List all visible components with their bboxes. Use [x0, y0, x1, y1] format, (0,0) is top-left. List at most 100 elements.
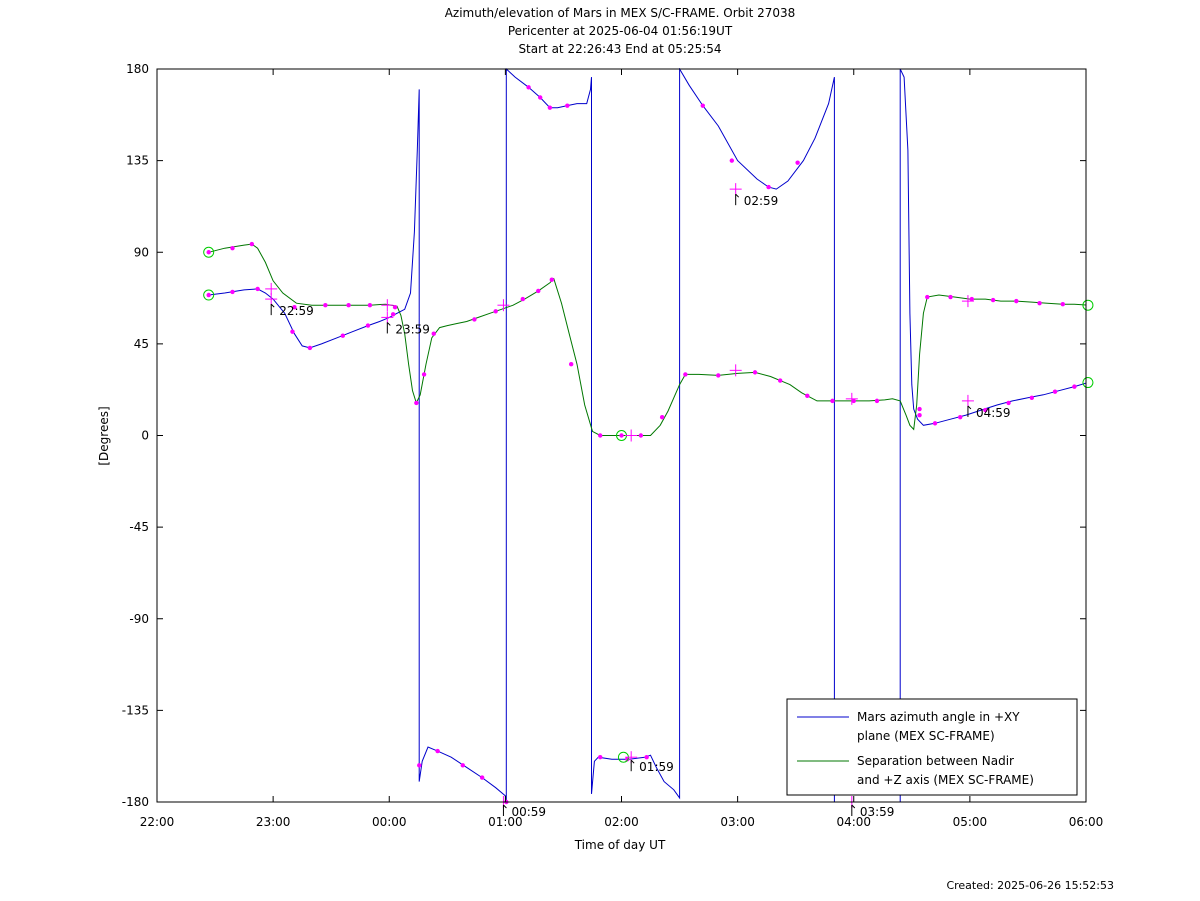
- data-point: [957, 414, 963, 420]
- time-annotation-label: 04:59: [976, 406, 1011, 420]
- time-annotation-label: 03:59: [860, 805, 895, 819]
- data-point: [323, 302, 328, 308]
- x-tick-label: 02:00: [604, 815, 639, 829]
- data-point: [619, 433, 624, 438]
- y-tick-label: 135: [126, 154, 149, 168]
- data-point: [638, 433, 644, 438]
- x-tick-label: 01:00: [488, 815, 523, 829]
- data-point: [598, 433, 603, 438]
- data-point: [805, 393, 810, 398]
- data-point: [1052, 389, 1058, 394]
- time-annotation: 23:59: [386, 322, 430, 336]
- chart-title: Azimuth/elevation of Mars in MEX S/C-FRA…: [445, 6, 796, 56]
- data-point: [249, 241, 255, 247]
- endpoint-circle: [1082, 299, 1094, 311]
- title-line-2: Pericenter at 2025-06-04 01:56:19UT: [508, 24, 733, 38]
- data-point: [292, 305, 297, 310]
- data-point: [435, 748, 440, 754]
- data-point: [716, 373, 721, 378]
- time-annotation: 22:59: [270, 303, 314, 318]
- data-point: [230, 289, 235, 295]
- time-annotation-label: 02:59: [744, 194, 779, 208]
- x-tick-label: 03:00: [720, 815, 755, 829]
- y-axis-label: [Degrees]: [97, 406, 111, 465]
- title-line-3: Start at 22:26:43 End at 05:25:54: [518, 42, 721, 56]
- x-axis-label: Time of day UT: [574, 838, 666, 852]
- data-point: [830, 398, 835, 404]
- data-point: [493, 309, 498, 314]
- time-annotation: 00:59: [502, 804, 546, 819]
- data-point: [290, 329, 295, 334]
- endpoint-circle: [203, 289, 215, 301]
- data-point: [307, 345, 313, 351]
- data-point: [766, 184, 771, 190]
- data-point: [874, 398, 880, 404]
- data-point: [230, 245, 235, 251]
- data-point: [538, 95, 543, 100]
- data-point: [752, 370, 758, 375]
- data-point: [969, 296, 975, 302]
- data-point: [255, 286, 260, 292]
- endpoint-circle: [1082, 377, 1094, 389]
- data-point: [431, 331, 436, 336]
- hour-cross: [961, 295, 974, 308]
- data-point: [392, 305, 398, 310]
- data-point: [549, 277, 555, 282]
- data-point: [598, 755, 603, 760]
- data-point: [460, 763, 465, 768]
- legend-box: [786, 698, 1078, 796]
- data-point: [917, 406, 922, 412]
- legend-label: Separation between Nadir: [857, 754, 1014, 768]
- hour-cross: [265, 282, 278, 295]
- data-point: [536, 288, 541, 294]
- data-point: [346, 302, 351, 308]
- data-point: [917, 412, 922, 418]
- data-point: [925, 294, 930, 300]
- data-point: [932, 421, 938, 426]
- legend: Mars azimuth angle in +XY plane (MEX SC-F…: [786, 698, 1078, 796]
- time-annotation-label: 22:59: [279, 304, 314, 318]
- hour-cross: [381, 299, 394, 312]
- data-point: [479, 775, 485, 780]
- data-point: [1037, 300, 1042, 306]
- data-point: [526, 85, 531, 90]
- hour-cross: [729, 183, 742, 196]
- hour-cross: [961, 394, 974, 407]
- data-point: [683, 372, 688, 377]
- data-point: [851, 398, 856, 404]
- x-tick-label: 05:00: [953, 815, 988, 829]
- time-annotation: 01:59: [630, 759, 674, 774]
- data-point: [795, 160, 800, 165]
- data-point: [1029, 395, 1035, 401]
- data-point: [367, 302, 373, 308]
- data-point: [414, 400, 419, 406]
- data-point: [417, 763, 422, 768]
- x-tick-label: 22:00: [140, 815, 175, 829]
- series-line-2: [208, 243, 1086, 436]
- series-layer: [208, 68, 1086, 803]
- time-annotation: 04:59: [967, 405, 1011, 420]
- data-point: [729, 158, 735, 163]
- data-point: [983, 407, 988, 413]
- y-tick-label: 90: [134, 245, 149, 259]
- legend-label: plane (MEX SC-FRAME): [857, 729, 995, 743]
- data-point: [700, 103, 705, 108]
- annotation-layer: 22:59 23:59 00:59 01:59 02:59 03:59 04:59: [270, 193, 1011, 819]
- x-tick-label: 00:00: [372, 815, 407, 829]
- data-point: [568, 362, 574, 367]
- data-point: [778, 378, 783, 383]
- data-point: [340, 333, 345, 338]
- legend-label: Mars azimuth angle in +XY: [857, 710, 1020, 724]
- time-annotation-label: 00:59: [511, 805, 546, 819]
- data-point: [520, 296, 525, 302]
- y-tick-label: -180: [122, 795, 149, 809]
- y-tick-label: -45: [129, 520, 149, 534]
- hour-cross: [381, 311, 394, 324]
- hour-cross: [265, 293, 278, 306]
- y-tick-label: -90: [129, 612, 149, 626]
- data-point: [1072, 384, 1077, 389]
- data-point: [421, 372, 427, 377]
- hour-cross: [845, 392, 858, 405]
- axes: 22:00 23:00 00:00 01:00 02:00 03:00 04:00 05:00…: [122, 62, 1104, 829]
